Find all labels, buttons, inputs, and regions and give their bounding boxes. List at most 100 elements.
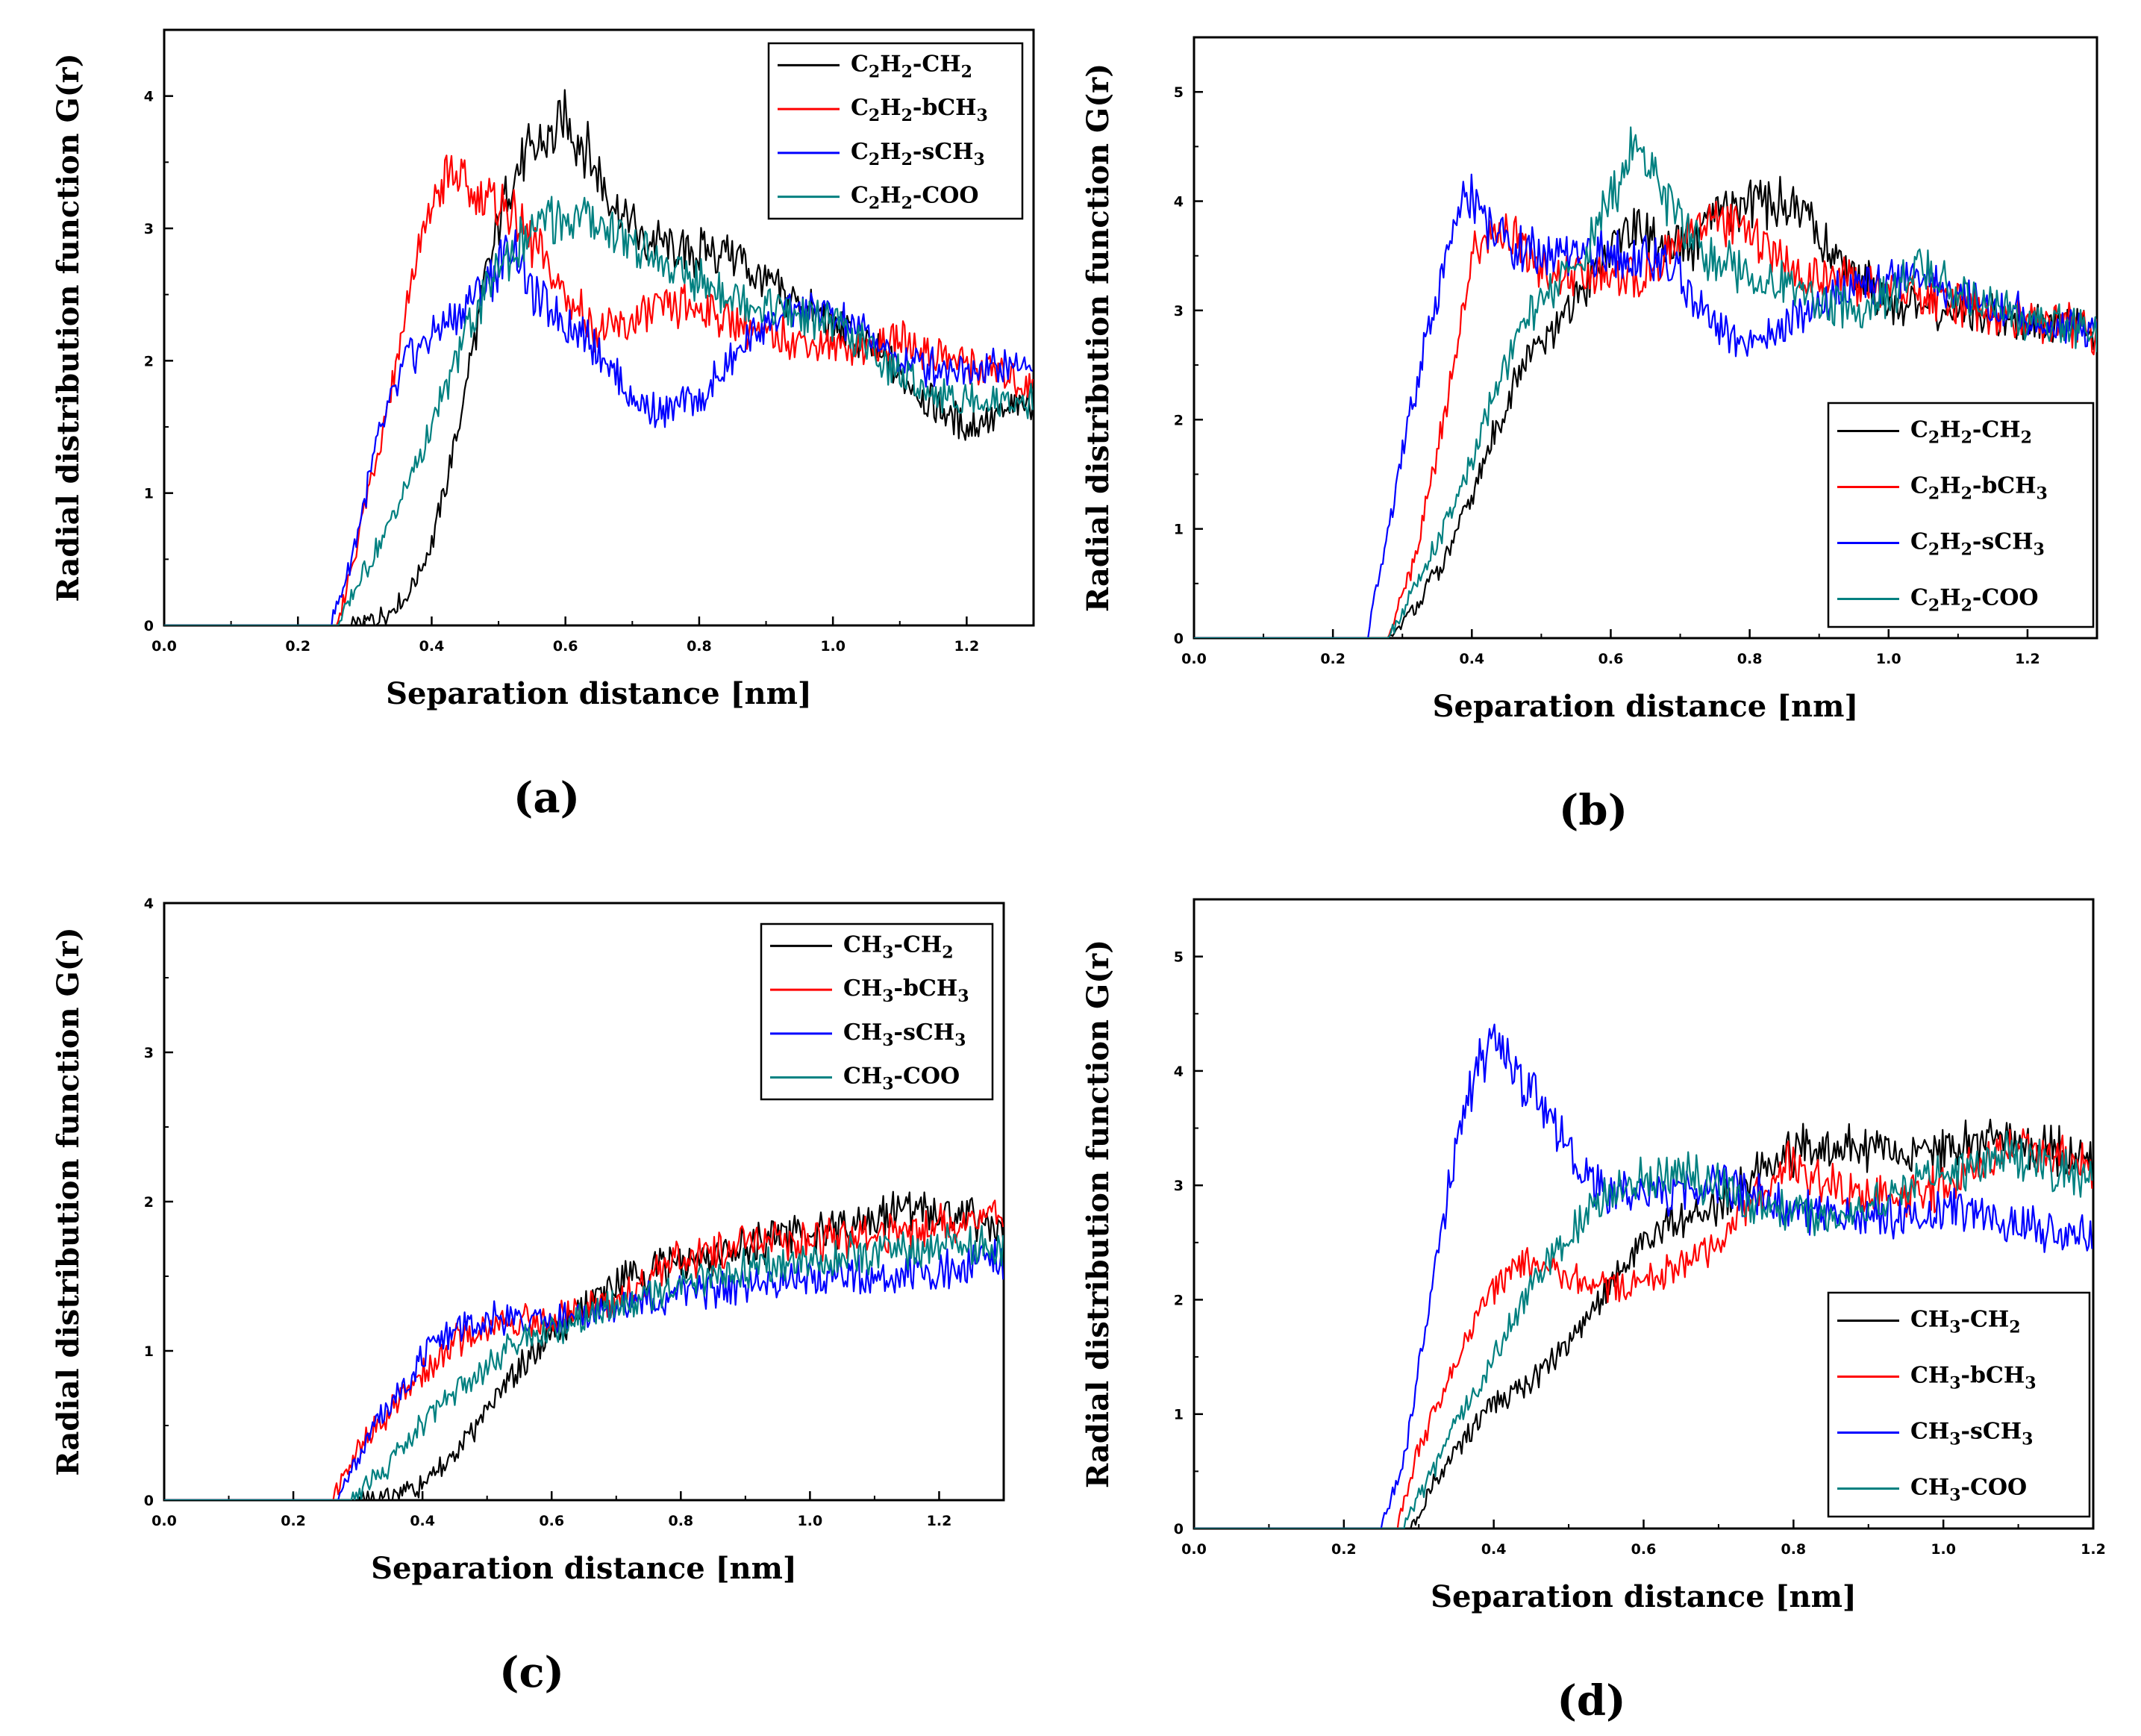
legend-text-part: -bCH (1972, 473, 2037, 499)
legend-subscript: 3 (1949, 1374, 1960, 1393)
series-lines (1194, 126, 2097, 638)
legend-label: C2​H2​-CH2​ (1910, 417, 2032, 448)
y-tick-label: 0 (1174, 1521, 1184, 1537)
legend-text-part: -bCH (894, 975, 958, 1002)
series-lines (1194, 1023, 2093, 1529)
series-line-C2H2-sCH3 (164, 229, 1034, 625)
x-tick-label: 0.6 (1598, 651, 1624, 667)
legend-label: C2​H2​-sCH3​ (1910, 529, 2045, 560)
legend-label: C2​H2​-bCH3​ (1910, 473, 2048, 504)
legend-text-part: -CH (894, 931, 943, 958)
series-line-CH3-sCH3 (164, 1238, 1004, 1500)
legend-label: CH3​-bCH3​ (843, 975, 969, 1006)
series-line-CH3-bCH3 (1194, 1128, 2093, 1529)
legend-subscript: 2 (1961, 596, 1972, 616)
panel-a-chart: 0.0 0.2 0.4 0.6 0.8 1.0 1.2 0 1 2 3 4 Separation dis… (51, 28, 1035, 822)
series-lines (164, 1190, 1004, 1500)
legend-text-part: H (1940, 417, 1960, 443)
legend-text-part: H (1940, 529, 1960, 555)
legend-subscript: 3 (1949, 1430, 1960, 1449)
legend-subscript: 3 (2025, 1374, 2036, 1393)
y-tick-label: 4 (1174, 1064, 1184, 1080)
y-tick-label: 1 (144, 1343, 154, 1360)
legend-text-part: C (1910, 585, 1928, 611)
y-tick-label: 3 (1174, 303, 1184, 319)
y-tick-label: 2 (144, 1194, 154, 1211)
legend-text-part: -sCH (894, 1020, 955, 1046)
legend-subscript: 3 (882, 1031, 893, 1050)
x-tick-label: 0.0 (151, 638, 177, 655)
y-tick-label: 5 (1174, 949, 1184, 966)
legend-text-part: -CH (1961, 1307, 2010, 1333)
x-tick-label: 0.4 (419, 638, 445, 655)
x-tick-label: 1.2 (954, 638, 980, 655)
series-line-C2H2-COO (1194, 126, 2097, 638)
legend-box (760, 922, 994, 1101)
x-tick-label: 0.2 (285, 638, 310, 655)
x-tick-label: 0.6 (539, 1513, 564, 1529)
legend-text-part: -CH (913, 51, 961, 77)
legend-text-part: C (1910, 473, 1928, 499)
y-tick-label: 2 (1174, 1292, 1184, 1308)
series-line-CH3-bCH3 (164, 1199, 1004, 1500)
legend-subscript: 3 (2033, 540, 2044, 560)
panel-c-chart: 0.0 0.2 0.4 0.6 0.8 1.0 1.2 0 1 2 3 4 Separation dis… (51, 896, 1005, 1697)
legend-subscript: 2 (1961, 484, 1972, 504)
x-tick-label: 0.4 (1459, 651, 1484, 667)
x-tick-label: 0.8 (668, 1513, 693, 1529)
legend-label: CH3​-CH2​ (843, 931, 954, 962)
series-line-C2H2-sCH3 (1194, 173, 2097, 638)
legend-subscript: 3 (1949, 1318, 1960, 1337)
legend-text-part: CH (1910, 1419, 1949, 1445)
x-tick-label: 0.0 (1181, 1541, 1207, 1558)
legend-text-part: CH (843, 975, 882, 1002)
legend-label: C2​H2​-sCH3​ (851, 139, 985, 169)
legend-subscript: 2 (2009, 1318, 2020, 1337)
y-tick-label: 0 (1174, 631, 1184, 647)
legend-subscript: 3 (957, 987, 969, 1006)
legend-text-part: C (1910, 417, 1928, 443)
x-tick-label: 1.0 (1931, 1541, 1956, 1558)
legend-subscript: 2 (869, 106, 880, 125)
y-tick-label: 4 (144, 89, 154, 105)
legend-text-part: H (1940, 585, 1960, 611)
x-tick-label: 0.4 (410, 1513, 435, 1529)
legend-text-part: CH (843, 1020, 882, 1046)
x-axis-label: Separation distance [nm] (371, 1551, 797, 1586)
legend-label: C2​H2​-COO (851, 183, 978, 213)
legend-text-part: H (880, 183, 901, 209)
legend-subscript: 2 (1928, 428, 1940, 448)
y-axis-label: Radial distribution function G(r) (1081, 63, 1116, 612)
series-line-C2H2-COO (164, 196, 1034, 625)
legend-box (1827, 402, 2095, 628)
legend-subscript: 3 (2022, 1430, 2033, 1449)
legend-subscript: 2 (901, 62, 913, 81)
legend-subscript: 2 (869, 62, 880, 81)
legend-subscript: 2 (1961, 428, 1972, 448)
legend-subscript: 2 (961, 62, 972, 81)
series-line-CH3-CH2 (1194, 1118, 2093, 1529)
legend-subscript: 3 (977, 106, 988, 125)
legend-subscript: 2 (901, 150, 913, 169)
legend-text-part: C (851, 95, 869, 121)
panel-label: (c) (499, 1648, 564, 1697)
legend-text-part: C (851, 51, 869, 77)
y-tick-label: 1 (144, 486, 154, 502)
x-tick-label: 0.2 (1331, 1541, 1357, 1558)
legend-text-part: -sCH (913, 139, 974, 165)
legend-box (1827, 1291, 2091, 1518)
legend-label: C2​H2​-COO (1910, 585, 2038, 616)
panel-d-chart: 0.0 0.2 0.4 0.6 0.8 1.0 1.2 0 1 2 3 4 5 Separation di… (1081, 898, 2106, 1726)
legend-subscript: 3 (882, 987, 893, 1006)
legend-subscript: 2 (869, 150, 880, 169)
legend-label: CH3​-COO (1910, 1475, 2027, 1505)
legend-text-part: -bCH (913, 95, 977, 121)
legend-text-part: CH (1910, 1475, 1949, 1501)
series-lines (164, 89, 1034, 625)
legend-subscript: 3 (2037, 484, 2048, 504)
y-axis-label: Radial distribution function G(r) (51, 53, 86, 602)
panel-label: (a) (513, 773, 580, 822)
y-tick-label: 4 (1174, 194, 1184, 210)
legend-text-part: CH (843, 931, 882, 958)
x-tick-label: 0.4 (1481, 1541, 1507, 1558)
